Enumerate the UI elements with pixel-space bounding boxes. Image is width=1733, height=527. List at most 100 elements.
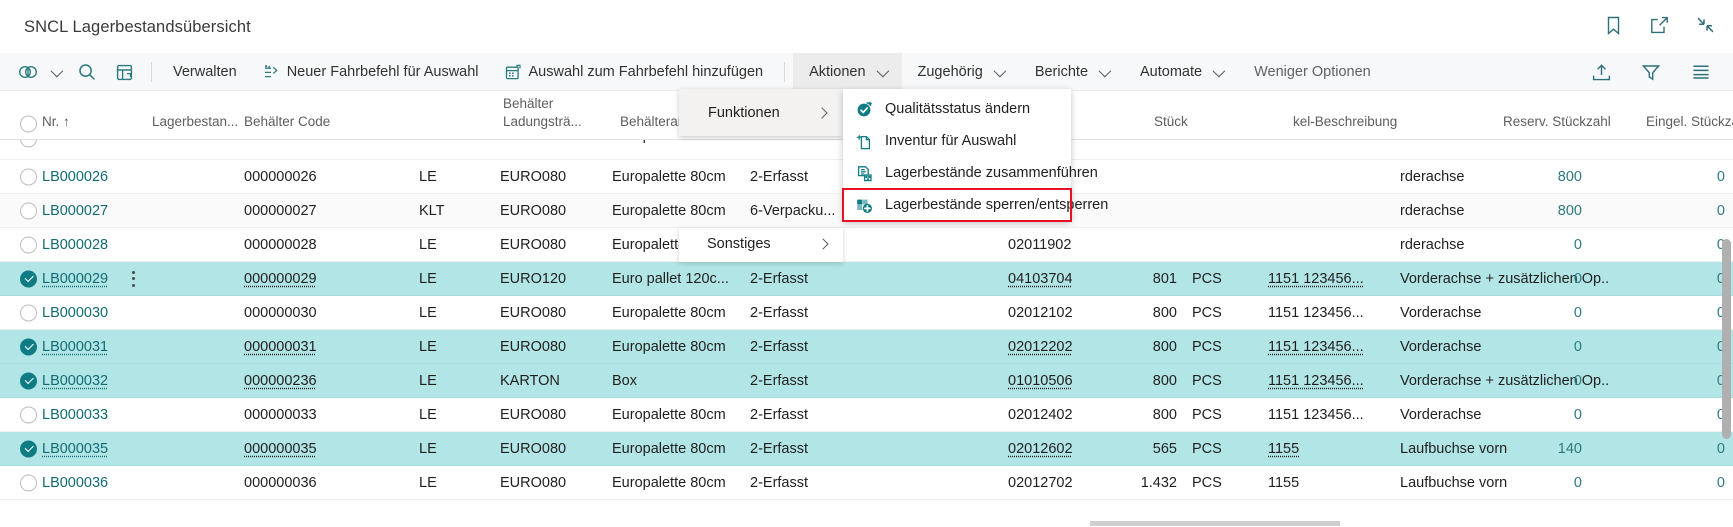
- table-row[interactable]: LB000032 000000236 LE KARTON Box 2-Erfas…: [0, 364, 1733, 398]
- row-checkbox[interactable]: [20, 140, 37, 148]
- vertical-scrollbar-thumb[interactable]: [1722, 239, 1731, 439]
- row-checkbox[interactable]: [20, 202, 37, 219]
- cell-behaelter-code: 000000033: [244, 406, 317, 423]
- cell-artikel-beschreibung: rderachse: [1400, 140, 1590, 145]
- cell-behaelterart: EURO080: [500, 338, 567, 355]
- row-checkbox[interactable]: [20, 406, 37, 423]
- column-header-eingel-stueckzahl[interactable]: Eingel. Stückzahl: [1646, 114, 1733, 129]
- open-in-excel-icon: [116, 64, 133, 81]
- column-header-artikel-beschreibung[interactable]: kel-Beschreibung: [1293, 114, 1398, 129]
- cell-behaelter-code: 000000026: [244, 168, 317, 185]
- cell-nr[interactable]: LB000033: [42, 406, 109, 423]
- toolbar-item-zugehoerig[interactable]: Zugehörig: [902, 53, 1019, 91]
- toolbar-item-berichte[interactable]: Berichte: [1019, 53, 1124, 91]
- toolbar-item-weniger-optionen[interactable]: Weniger Optionen: [1238, 53, 1387, 91]
- cell-nr[interactable]: LB000031: [42, 338, 109, 355]
- horizontal-scrollbar-thumb[interactable]: [1090, 521, 1340, 526]
- filter-icon[interactable]: [1639, 60, 1663, 84]
- menu-item-label: Lagerbestände sperren/entsperren: [885, 197, 1109, 213]
- toolbar-label: Aktionen: [809, 64, 866, 80]
- row-actions-kebab-icon[interactable]: [131, 270, 135, 287]
- column-header-nr[interactable]: Nr. ↑: [42, 114, 70, 129]
- row-checkbox[interactable]: [20, 372, 37, 389]
- open-in-excel-button[interactable]: [106, 53, 143, 91]
- column-header-behaelterart[interactable]: Behälterart: [620, 114, 687, 129]
- open-in-new-window-icon[interactable]: [1647, 13, 1671, 37]
- command-bar: Verwalten Neuer Fahrbefehl für Auswahl: [0, 53, 1733, 91]
- select-all-checkbox[interactable]: [20, 115, 37, 133]
- column-header-behaelter-code[interactable]: Behälter Code: [244, 114, 331, 129]
- collapse-icon[interactable]: [1693, 13, 1717, 37]
- cell-nr[interactable]: LB000029: [42, 270, 109, 287]
- share-icon[interactable]: [1589, 60, 1613, 84]
- row-checkbox[interactable]: [20, 440, 37, 457]
- cell-behaelter-code: 000000036: [244, 474, 317, 491]
- cell-nr[interactable]: LB000026: [42, 168, 109, 185]
- row-checkbox[interactable]: [20, 474, 37, 491]
- cell-eingel: 0: [1716, 304, 1725, 321]
- toolbar-item-automate[interactable]: Automate: [1124, 53, 1238, 91]
- list-view-icon[interactable]: [1689, 60, 1713, 84]
- table-row[interactable]: LB000035 000000035 LE EURO080 Europalett…: [0, 432, 1733, 466]
- row-checkbox[interactable]: [20, 236, 37, 253]
- cell-behaelterstatus: 2-Erfasst: [750, 140, 850, 145]
- cell-behaelterart: EURO080: [500, 202, 567, 219]
- cell-eingel: 0: [1716, 440, 1725, 457]
- cell-nr[interactable]: LB000032: [42, 372, 109, 389]
- cell-artikel-beschreibung: Laufbuchse vorn: [1400, 474, 1508, 491]
- cell-ladungstraeger: LE: [419, 236, 437, 253]
- menu-item-lagerbestaende-sperren-entsperren[interactable]: Lagerbestände sperren/entsperren: [842, 188, 1108, 222]
- table-row[interactable]: LB000036 000000036 LE EURO080 Europalett…: [0, 466, 1733, 500]
- cell-nr[interactable]: LB000036: [42, 474, 109, 491]
- cell-nr[interactable]: LB000035: [42, 440, 109, 457]
- cell-behaelter-code: 000000029: [244, 270, 317, 287]
- cell-behaelter-code: 000000030: [244, 304, 317, 321]
- row-checkbox[interactable]: [20, 304, 37, 321]
- toolbar-item-auswahl-hinzufuegen[interactable]: Auswahl zum Fahrbefehl hinzufügen: [492, 53, 777, 91]
- column-header-reserv-stueckzahl[interactable]: Reserv. Stückzahl: [1503, 114, 1611, 129]
- cell-eingel: 0: [1716, 474, 1725, 491]
- cell-eingel: 0: [1716, 338, 1725, 355]
- menu-item-lagerbestaende-zusammenfuehren[interactable]: Lagerbestände zusammenführen: [843, 157, 1098, 189]
- table-row[interactable]: LB000028 000000028 LE EURO080 Europalett…: [0, 228, 1733, 262]
- row-checkbox[interactable]: [20, 270, 37, 287]
- cell-nr[interactable]: LB000028: [42, 236, 109, 253]
- cell-eingel: 0: [1716, 372, 1725, 389]
- toolbar-item-aktionen[interactable]: Aktionen: [793, 53, 902, 91]
- cell-ladungstraeger: LE: [419, 304, 437, 321]
- cell-artikelnr: 1151 123456...: [1268, 406, 1364, 423]
- table-row[interactable]: LB000029 000000029 LE EURO120 Euro palle…: [0, 262, 1733, 296]
- aktionen-dropdown-panel: Funktionen: [679, 89, 843, 136]
- menu-item-inventur-fuer-auswahl[interactable]: Inventur für Auswahl: [843, 125, 1071, 157]
- cell-artikel-beschreibung: rderachse: [1400, 168, 1465, 185]
- table-row[interactable]: LB000031 000000031 LE EURO080 Europalett…: [0, 330, 1733, 364]
- menu-item-qualitaetsstatus-aendern[interactable]: Qualitätsstatus ändern: [843, 93, 1071, 125]
- table-row[interactable]: LB000033 000000033 LE EURO080 Europalett…: [0, 398, 1733, 432]
- cell-behaelterstatus: 2-Erfasst: [750, 270, 809, 287]
- toolbar-label: Neuer Fahrbefehl für Auswahl: [286, 64, 479, 80]
- edit-pencil-icon-button[interactable]: [0, 53, 68, 91]
- menu-item-funktionen[interactable]: Funktionen: [679, 89, 843, 136]
- row-checkbox[interactable]: [20, 168, 37, 185]
- cell-stueckzahl: 565: [1152, 440, 1177, 457]
- cell-reserv: 0: [1573, 270, 1582, 287]
- toolbar-item-neuer-fahrbefehl[interactable]: Neuer Fahrbefehl für Auswahl: [250, 53, 492, 91]
- cell-beschreibung: Euro pallet 120c...: [612, 270, 729, 287]
- cell-artikel-beschreibung: Vorderachse: [1400, 338, 1482, 355]
- row-checkbox[interactable]: [20, 338, 37, 355]
- chevron-down-icon: [876, 64, 889, 77]
- column-header-lagerbestand[interactable]: Lagerbestan...: [152, 114, 239, 129]
- cell-stueckzahl: 800: [1152, 338, 1177, 355]
- cell-nr[interactable]: LB000025: [42, 140, 152, 145]
- bookmark-icon[interactable]: [1601, 13, 1625, 37]
- cell-nr[interactable]: LB000027: [42, 202, 109, 219]
- cell-stueckzahl: 800: [1152, 406, 1177, 423]
- menu-item-sonstiges[interactable]: Sonstiges: [679, 228, 843, 260]
- toolbar-item-verwalten[interactable]: Verwalten: [160, 53, 250, 91]
- search-button[interactable]: [68, 53, 106, 91]
- cell-nr[interactable]: LB000030: [42, 304, 109, 321]
- table-row[interactable]: LB000030 000000030 LE EURO080 Europalett…: [0, 296, 1733, 330]
- column-header-stueckzahl[interactable]: Stück: [1154, 114, 1188, 129]
- cell-ladungstraeger: LE: [419, 140, 479, 145]
- column-header-ladungstraeger[interactable]: Ladungsträ...: [503, 114, 582, 129]
